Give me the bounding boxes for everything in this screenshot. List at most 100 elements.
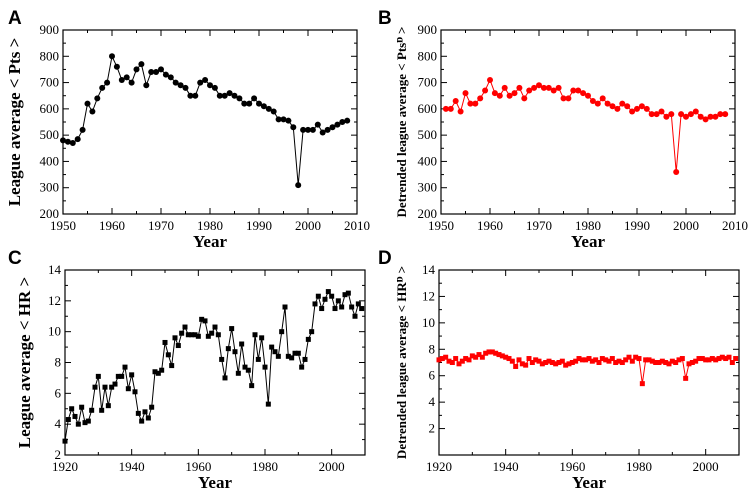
data-point (255, 356, 261, 362)
data-point (573, 358, 579, 364)
data-point (699, 356, 705, 362)
x-tick-label: 1990 (246, 218, 272, 233)
data-point (322, 296, 328, 302)
data-point (553, 361, 559, 367)
data-point (707, 113, 714, 120)
data-point (332, 306, 338, 312)
data-point (536, 82, 542, 89)
data-point (486, 349, 492, 355)
data-point (449, 360, 455, 365)
data-point (703, 357, 709, 363)
data-point (295, 182, 302, 189)
data-point (329, 293, 335, 299)
data-point (60, 137, 66, 144)
y-tick-label: 10 (48, 324, 61, 339)
data-point (265, 401, 271, 407)
data-point (476, 352, 482, 358)
data-point (526, 87, 533, 94)
data-point (285, 117, 292, 124)
data-point (231, 92, 238, 99)
x-axis-title: Year (571, 232, 605, 251)
data-point (693, 358, 699, 364)
y-tick-label: 10 (422, 315, 435, 330)
panel-B: B 1950 1960 1970 1980 1990 2000 2010 200 300 400 50… (378, 8, 748, 251)
data-point (259, 335, 265, 341)
y-tick-label: 700 (418, 75, 438, 90)
data-point (629, 108, 636, 115)
data-point (235, 370, 241, 376)
data-point (589, 97, 596, 104)
data-point (579, 357, 585, 363)
data-point (643, 357, 649, 363)
y-tick-label: 600 (418, 101, 438, 116)
data-point (215, 332, 221, 338)
x-tick-label: 1960 (185, 459, 211, 474)
data-point (673, 168, 680, 175)
data-point (519, 361, 525, 367)
data-point (521, 95, 528, 102)
data-point (634, 105, 640, 112)
panel-letter: A (8, 8, 22, 29)
x-tick-label: 1970 (526, 218, 552, 233)
data-point (315, 293, 321, 299)
data-point (585, 92, 591, 99)
data-point (648, 111, 655, 118)
data-point (616, 358, 622, 364)
data-point (102, 384, 108, 390)
data-point (265, 105, 272, 112)
data-point (226, 90, 233, 97)
data-point (118, 76, 125, 83)
data-point (211, 84, 218, 91)
y-axis-title: Detrended league average < Ptsᴰ > (394, 27, 409, 218)
data-point (92, 384, 98, 390)
y-tick-label: 400 (40, 153, 60, 168)
panel-letter: C (8, 248, 22, 269)
data-point (189, 332, 195, 338)
data-point (355, 301, 361, 307)
data-point (99, 407, 105, 413)
data-point (491, 90, 498, 97)
data-point (69, 140, 76, 147)
data-point (653, 360, 659, 365)
data-point (472, 100, 479, 107)
data-point (207, 82, 213, 89)
data-point (125, 386, 131, 392)
data-point (279, 329, 285, 335)
data-point (222, 375, 228, 381)
x-tick-label: 1980 (626, 459, 652, 474)
data-point (453, 356, 459, 362)
data-point (594, 100, 601, 107)
data-point (143, 82, 150, 89)
data-point (199, 316, 205, 322)
data-point (241, 100, 248, 107)
data-point (673, 360, 679, 365)
data-point (221, 92, 228, 99)
data-point (162, 71, 169, 78)
data-point (678, 111, 685, 118)
data-point (324, 126, 331, 133)
data-point (696, 356, 702, 362)
data-point (300, 126, 307, 133)
data-point (251, 95, 258, 102)
y-tick-label: 8 (55, 355, 62, 370)
x-tick-label: 2000 (693, 459, 719, 474)
x-axis-title: Year (198, 473, 232, 492)
data-point (609, 356, 615, 362)
x-tick-label: 1920 (52, 459, 78, 474)
data-point (236, 95, 243, 102)
data-point (646, 357, 652, 363)
data-point (158, 66, 164, 73)
x-tick-label: 1940 (493, 459, 519, 474)
y-tick-label: 2 (429, 421, 436, 436)
data-point (299, 364, 305, 370)
data-point (202, 318, 208, 324)
data-point (115, 373, 121, 379)
data-point (138, 61, 145, 68)
data-point (546, 358, 552, 364)
series-line (62, 54, 348, 186)
y-tick-label: 2 (55, 447, 62, 462)
data-point (575, 87, 582, 94)
data-point (511, 90, 518, 97)
data-point (314, 121, 321, 128)
